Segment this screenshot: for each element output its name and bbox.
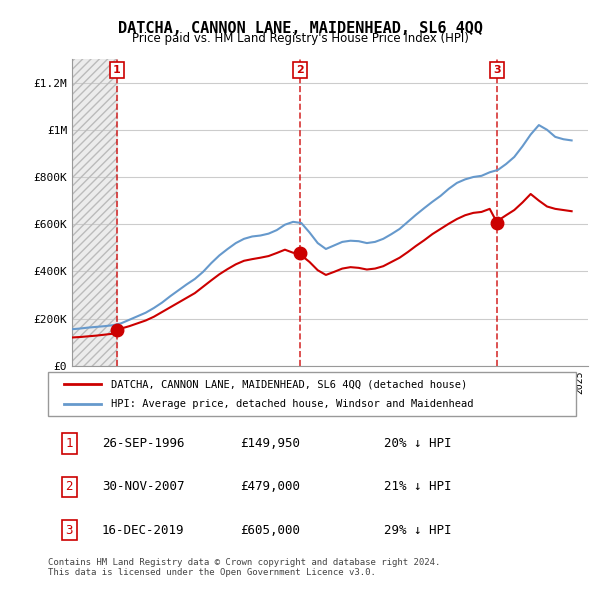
Bar: [72, 59, 117, 366]
Text: 30-NOV-2007: 30-NOV-2007: [102, 480, 184, 493]
Bar: [72, 59, 117, 366]
Text: 2: 2: [65, 480, 73, 493]
Text: DATCHA, CANNON LANE, MAIDENHEAD, SL6 4QQ (detached house): DATCHA, CANNON LANE, MAIDENHEAD, SL6 4QQ…: [112, 379, 467, 389]
Text: 16-DEC-2019: 16-DEC-2019: [102, 523, 184, 536]
Text: DATCHA, CANNON LANE, MAIDENHEAD, SL6 4QQ: DATCHA, CANNON LANE, MAIDENHEAD, SL6 4QQ: [118, 21, 482, 35]
Text: 3: 3: [493, 65, 501, 75]
Text: 1: 1: [113, 65, 121, 75]
Text: £479,000: £479,000: [240, 480, 300, 493]
Text: 26-SEP-1996: 26-SEP-1996: [102, 437, 184, 450]
Text: This data is licensed under the Open Government Licence v3.0.: This data is licensed under the Open Gov…: [48, 568, 376, 576]
Text: Price paid vs. HM Land Registry's House Price Index (HPI): Price paid vs. HM Land Registry's House …: [131, 32, 469, 45]
Text: HPI: Average price, detached house, Windsor and Maidenhead: HPI: Average price, detached house, Wind…: [112, 399, 474, 408]
FancyBboxPatch shape: [48, 372, 576, 416]
Text: £149,950: £149,950: [240, 437, 300, 450]
Text: Contains HM Land Registry data © Crown copyright and database right 2024.: Contains HM Land Registry data © Crown c…: [48, 558, 440, 566]
Text: 29% ↓ HPI: 29% ↓ HPI: [384, 523, 451, 536]
Text: 2: 2: [296, 65, 304, 75]
Text: 20% ↓ HPI: 20% ↓ HPI: [384, 437, 451, 450]
Text: 3: 3: [65, 523, 73, 536]
Text: 1: 1: [65, 437, 73, 450]
Text: 21% ↓ HPI: 21% ↓ HPI: [384, 480, 451, 493]
Text: £605,000: £605,000: [240, 523, 300, 536]
